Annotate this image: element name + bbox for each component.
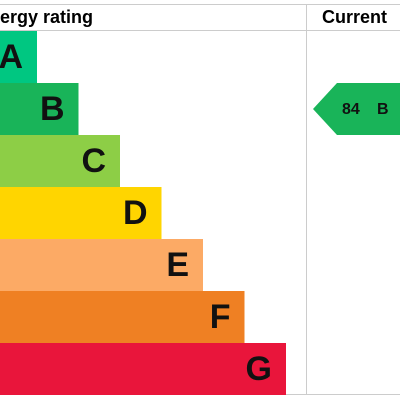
band-bar [0, 31, 37, 83]
band-letter: E [166, 246, 189, 284]
rating-value: 84 [342, 101, 360, 118]
band-bar [0, 239, 203, 291]
band-letter: C [81, 142, 106, 180]
band-letter: A [0, 38, 23, 76]
band-bar [0, 187, 162, 239]
band-letter: G [246, 350, 272, 388]
header-current: Current [322, 7, 387, 27]
band-letter: F [210, 298, 231, 336]
rating-arrow [313, 83, 400, 135]
band-bar [0, 83, 79, 135]
band-letter: B [40, 90, 65, 128]
band-bar [0, 291, 245, 343]
current-rating: 84 B [313, 83, 400, 135]
band-letter: D [123, 194, 148, 232]
header-title: ergy rating [0, 7, 93, 27]
band-bar [0, 343, 286, 395]
band-bar [0, 135, 120, 187]
rating-letter: B [377, 101, 389, 118]
